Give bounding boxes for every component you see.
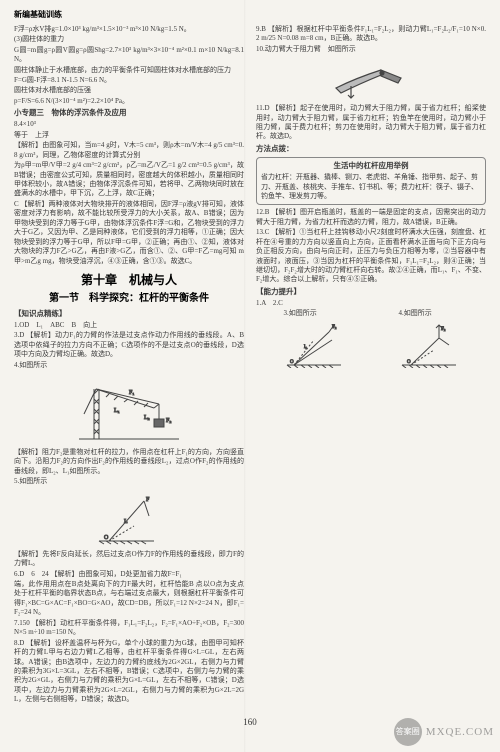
svg-text:F₂: F₂ — [332, 325, 337, 330]
equation-3: F=G圆-F浮=8.1 N-1.5 N=6.6 N。 — [14, 76, 244, 85]
answer-c: C 【解析】两种液体对大物块排开的液体相同，因F浮=ρ液gV排可知，液体密度对浮… — [14, 200, 244, 266]
shears-figure — [326, 58, 416, 100]
ability-heading: 【能力提升】 — [256, 287, 486, 297]
r-answer-7: 13.C 【解析】①当杠杆上挂钩移动小尺2刻度时杯满水大压强，刻度盘、杠杆在④号… — [256, 228, 486, 285]
r-answer-2: 8.D 【解析】设杯盖温杯与杯为G，单个小球的重力为G球，由图甲可知杯杆的力臂L… — [14, 639, 244, 705]
text-1: 圆柱体静止于水槽底部，由力的平衡条件可知圆柱体对水槽底部的压力 — [14, 66, 244, 75]
analysis-2: 【解析】阻力F₂是重物对杠杆的拉力，作用点在杠杆上F₁的方向，方向竖直向下。沿阻… — [14, 448, 244, 476]
answer-2: 等于 上浮 — [14, 131, 244, 140]
watermark-badge-icon: 答案圈 — [394, 718, 422, 746]
tongs-right-figure: F₂ O — [399, 320, 459, 368]
watermark: 答案圈 MXQE.COM — [394, 718, 494, 746]
r-answer-1: 7.150 【解析】动杠杆平衡条件得，F₁L₁=F₂L₂，F₂=F₁×AO÷F₂… — [14, 619, 244, 638]
svg-text:F₂: F₂ — [441, 327, 446, 332]
svg-text:O: O — [407, 360, 411, 365]
r-answer-6: 12.B 【解析】图开启瓶盖时，瓶盖的一端是固定的支点，因需突出的动力臂大于阻力… — [256, 208, 486, 227]
analysis-1: 【解析】由图象可知，当m=4 g时，V木=5 cm³，则ρ木=m/V木=4 g/… — [14, 141, 244, 160]
tongs-left-figure: O F₂ l₁ — [284, 320, 344, 368]
chapter-title: 机械与人 — [129, 273, 177, 287]
equation-1: F浮=ρ水V排g=1.0×10³ kg/m³×1.5×10⁻³ m³×10 N/… — [14, 25, 244, 34]
equation-4: p=F/S=6.6 N/(3×10⁻⁴ m²)=2.2×10⁴ Pa。 — [14, 97, 244, 106]
svg-text:l₁: l₁ — [304, 345, 307, 350]
r-answer-5: 11.D 【解析】起子在使用时，动力臂大于阻力臂，属于省力杠杆；船桨使用时，动力… — [256, 104, 486, 142]
equation-2: G圆=m圆g=ρ圆V圆g=ρ圆Shg=2.7×10³ kg/m³×3×10⁻⁴ … — [14, 46, 244, 65]
svg-text:O: O — [104, 535, 109, 541]
tip-box-title: 生活中的杠杆应用举例 — [261, 161, 481, 171]
watermark-url: MXQE.COM — [426, 725, 494, 740]
svg-text:F₂: F₂ — [166, 418, 171, 424]
svg-text:L₂: L₂ — [144, 415, 150, 421]
tip-box-content: 省力杠杆：开瓶器、撬棒、铡刀、老虎钳、羊角锤、指甲剪、起子、剪刀、开瓶盖、核桃夹… — [261, 173, 481, 201]
r-answer-8: 1.A 2.C — [256, 299, 486, 308]
chapter-num: 第十章 — [81, 273, 117, 287]
r-answer-4: 10.动力臂大于阻力臂 如图所示 — [256, 45, 486, 54]
binding-shadow — [244, 0, 246, 752]
subtopic-3: 小专题三 物体的浮沉条件及应用 — [14, 108, 244, 118]
page-container: 新编基础训练 F浮=ρ水V排g=1.0×10³ kg/m³×1.5×10⁻³ m… — [0, 0, 500, 752]
analysis-1b: 为ρ甲=m甲/V甲=2 g/4 cm³=2 g/cm³，ρ乙=m乙/V乙=1 g… — [14, 161, 244, 199]
method-heading: 方法点拨： — [256, 144, 486, 154]
kb-answer-4: 5.如图所示 — [14, 477, 244, 486]
svg-text:L₁: L₁ — [114, 408, 120, 414]
tip-box: 生活中的杠杆应用举例 省力杠杆：开瓶器、撬棒、铡刀、老虎钳、羊角锤、指甲剪、起子… — [256, 157, 486, 205]
answer-1: 8.4×10³ — [14, 120, 244, 129]
lever-figure: O F L — [94, 491, 164, 546]
kb-answer-1: 1.OD L₁ ABC B 向上 — [14, 321, 244, 330]
chapter-heading: 第十章 机械与人 — [14, 272, 244, 288]
r-answer-9: 3.如图所示 — [284, 309, 344, 318]
r-answer-3: 9.B 【解析】根据杠杆中平衡条件F₁L₁=F₂L₂，则动力臂L₁=F₂L₂/F… — [256, 25, 486, 44]
r-text-1: 端，此作用用点在B点处离向下的力F最大时，杠杆恰能B 点以O点为支点处于杠杆平衡… — [14, 580, 244, 618]
header-title: 新编基础训练 — [14, 10, 486, 21]
section-heading: 第一节 科学探究：杠杆的平衡条件 — [14, 292, 244, 306]
content-columns: F浮=ρ水V排g=1.0×10³ kg/m³×1.5×10⁻³ m³×10 N/… — [14, 25, 486, 705]
kb-answer-5: 6.D 6 24 【解析】由图象可知，D处更加省力故F=F₁ — [14, 570, 244, 579]
kb-answer-3: 4.如图所示 — [14, 361, 244, 370]
crane-figure: F₁ L₁ F₂ L₂ — [74, 374, 184, 444]
svg-text:F₁: F₁ — [129, 390, 134, 396]
text-2: 圆柱体对水槽底部的压强 — [14, 86, 244, 95]
r-answer-10: 4.如图所示 — [399, 309, 459, 318]
analysis-3: 【解析】先将F反向延长，然后过支点O作力F的作用线的垂线段，即力F的力臂L。 — [14, 550, 244, 569]
svg-text:O: O — [290, 360, 294, 365]
kb-answer-2: 3.D 【解析】动力F₁的力臂的作法是过支点作动力作用线的垂线段。A、B选项中依… — [14, 331, 244, 359]
svg-text:F: F — [146, 497, 150, 503]
heading-3: (3)圆柱体的重力 — [14, 35, 244, 44]
svg-text:L: L — [124, 519, 128, 525]
knowledge-heading: 【知识点精练】 — [14, 309, 244, 319]
